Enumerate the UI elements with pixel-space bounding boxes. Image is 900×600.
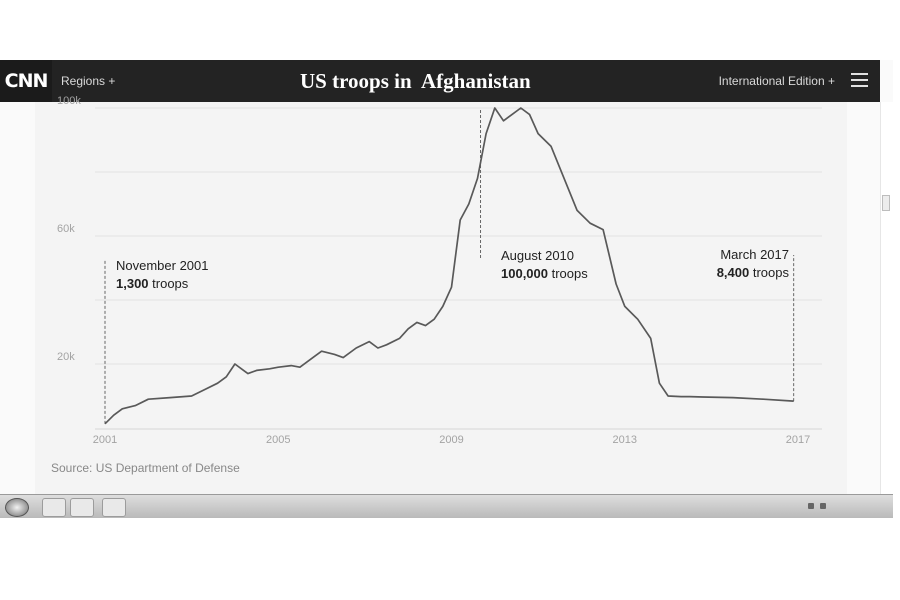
hamburger-menu-icon[interactable] [851, 73, 868, 87]
annotation-value-unit: troops [749, 265, 789, 280]
troops-series-line [104, 107, 794, 425]
annotation-date: August 2010 [501, 248, 574, 263]
taskbar [0, 494, 893, 518]
x-tick-label: 2013 [613, 434, 637, 446]
regions-menu[interactable]: Regions + [61, 74, 116, 88]
annotation-value-number: 100,000 [501, 266, 548, 281]
y-tick-label: 60k [57, 223, 75, 235]
annotation-value-number: 8,400 [717, 265, 750, 280]
scrollbar-thumb[interactable] [882, 195, 890, 211]
x-tick-label: 2001 [93, 434, 117, 446]
annotation-value-unit: troops [149, 276, 189, 291]
taskbar-app-1[interactable] [42, 498, 66, 517]
x-tick-label: 2009 [439, 434, 463, 446]
cnn-header-bar: CNN Regions + US troops in Afghanistan I… [0, 60, 880, 102]
source-note: Source: US Department of Defense [51, 461, 240, 475]
annotation-value: 8,400 troops [717, 265, 790, 280]
page-title: US troops in Afghanistan [300, 69, 531, 93]
y-tick-label: 100k [57, 95, 81, 107]
edition-menu[interactable]: International Edition + [718, 74, 835, 88]
annotation-value: 1,300 troops [116, 276, 189, 291]
cnn-logo[interactable]: CNN [0, 60, 52, 102]
tray-icon[interactable] [808, 503, 814, 509]
start-button[interactable] [5, 498, 29, 517]
x-tick-label: 2005 [266, 434, 290, 446]
annotation-date: November 2001 [116, 258, 209, 273]
y-tick-label: 20k [57, 351, 75, 363]
x-tick-label: 2017 [786, 434, 810, 446]
taskbar-app-3[interactable] [102, 498, 126, 517]
annotation-value-number: 1,300 [116, 276, 149, 291]
taskbar-app-2[interactable] [70, 498, 94, 517]
annotation-date: March 2017 [720, 247, 789, 262]
annotation-value: 100,000 troops [501, 266, 588, 281]
browser-window: CNN Regions + US troops in Afghanistan I… [0, 60, 893, 518]
tray-volume-icon[interactable] [820, 503, 826, 509]
annotation-value-unit: troops [548, 266, 588, 281]
troops-line-chart: 20k 60k 100k 2001 2005 2009 2013 2017 November 2… [57, 95, 822, 446]
